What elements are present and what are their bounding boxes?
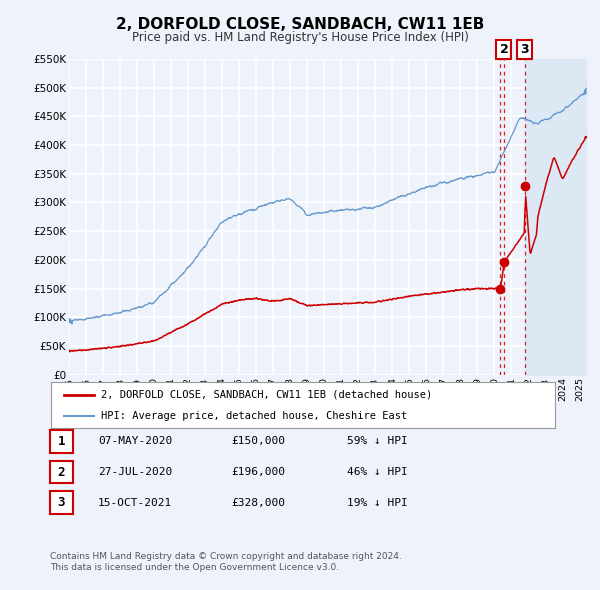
Text: This data is licensed under the Open Government Licence v3.0.: This data is licensed under the Open Gov… xyxy=(50,563,339,572)
Text: 2: 2 xyxy=(500,43,508,56)
Text: Contains HM Land Registry data © Crown copyright and database right 2024.: Contains HM Land Registry data © Crown c… xyxy=(50,552,401,561)
Text: £196,000: £196,000 xyxy=(231,467,285,477)
Text: 3: 3 xyxy=(58,496,65,509)
Text: 59% ↓ HPI: 59% ↓ HPI xyxy=(347,437,407,446)
Text: 15-OCT-2021: 15-OCT-2021 xyxy=(98,498,172,507)
Text: Price paid vs. HM Land Registry's House Price Index (HPI): Price paid vs. HM Land Registry's House … xyxy=(131,31,469,44)
Text: 1: 1 xyxy=(58,435,65,448)
Text: £328,000: £328,000 xyxy=(231,498,285,507)
Text: 46% ↓ HPI: 46% ↓ HPI xyxy=(347,467,407,477)
Text: 19% ↓ HPI: 19% ↓ HPI xyxy=(347,498,407,507)
Text: 2: 2 xyxy=(58,466,65,478)
Text: 27-JUL-2020: 27-JUL-2020 xyxy=(98,467,172,477)
Text: 2, DORFOLD CLOSE, SANDBACH, CW11 1EB (detached house): 2, DORFOLD CLOSE, SANDBACH, CW11 1EB (de… xyxy=(101,389,433,399)
Text: HPI: Average price, detached house, Cheshire East: HPI: Average price, detached house, Ches… xyxy=(101,411,407,421)
Text: 07-MAY-2020: 07-MAY-2020 xyxy=(98,437,172,446)
Text: 2, DORFOLD CLOSE, SANDBACH, CW11 1EB: 2, DORFOLD CLOSE, SANDBACH, CW11 1EB xyxy=(116,17,484,31)
Text: 3: 3 xyxy=(521,43,529,56)
Text: £150,000: £150,000 xyxy=(231,437,285,446)
